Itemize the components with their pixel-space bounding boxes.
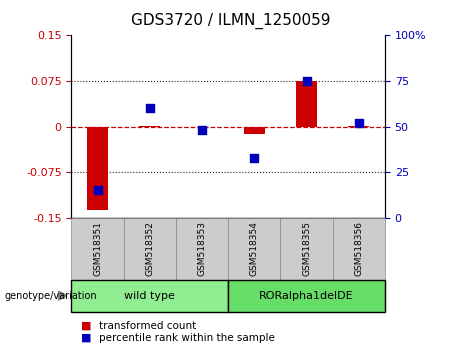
Text: GSM518352: GSM518352 bbox=[145, 221, 154, 276]
Bar bbox=[296, 81, 317, 127]
Point bbox=[355, 120, 362, 126]
Text: wild type: wild type bbox=[124, 291, 175, 301]
Point bbox=[303, 78, 310, 84]
Polygon shape bbox=[59, 291, 67, 300]
Text: GSM518353: GSM518353 bbox=[198, 221, 207, 276]
Bar bbox=[139, 126, 160, 127]
Text: percentile rank within the sample: percentile rank within the sample bbox=[99, 333, 275, 343]
Point bbox=[146, 105, 154, 111]
Point bbox=[198, 127, 206, 133]
Text: ■: ■ bbox=[81, 333, 91, 343]
Text: GSM518356: GSM518356 bbox=[355, 221, 363, 276]
Bar bbox=[87, 127, 108, 210]
Text: GSM518354: GSM518354 bbox=[250, 221, 259, 276]
Text: genotype/variation: genotype/variation bbox=[5, 291, 97, 301]
Text: GSM518351: GSM518351 bbox=[93, 221, 102, 276]
Bar bbox=[244, 127, 265, 134]
Text: RORalpha1delDE: RORalpha1delDE bbox=[259, 291, 354, 301]
Point bbox=[94, 188, 101, 193]
Point bbox=[251, 155, 258, 160]
Bar bbox=[349, 126, 369, 127]
Text: GDS3720 / ILMN_1250059: GDS3720 / ILMN_1250059 bbox=[131, 12, 330, 29]
Text: GSM518355: GSM518355 bbox=[302, 221, 311, 276]
Text: ■: ■ bbox=[81, 321, 91, 331]
Text: transformed count: transformed count bbox=[99, 321, 196, 331]
